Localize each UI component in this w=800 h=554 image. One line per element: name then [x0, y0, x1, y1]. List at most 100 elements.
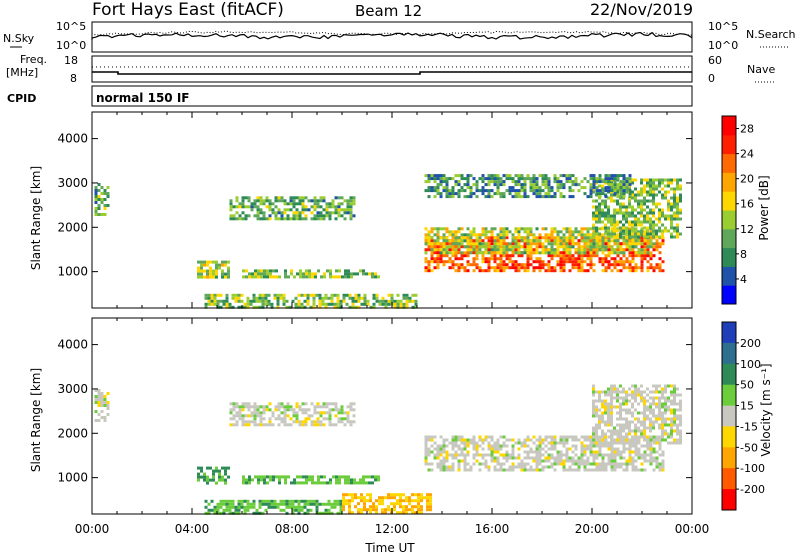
range-time-cell [237, 502, 241, 506]
range-time-cell [231, 505, 235, 509]
range-time-cell [535, 462, 539, 466]
range-time-cell [613, 199, 616, 203]
range-time-cell [628, 232, 631, 236]
range-time-cell [478, 242, 482, 246]
range-time-cell [589, 192, 593, 196]
range-time-cell [628, 251, 632, 255]
range-time-cell [451, 242, 455, 246]
range-time-cell [261, 296, 265, 300]
range-time-cell [643, 399, 646, 403]
range-time-cell [634, 465, 638, 469]
range-time-cell [679, 420, 682, 424]
range-time-cell [249, 299, 253, 303]
range-time-cell [523, 180, 527, 184]
range-time-cell [538, 456, 542, 460]
range-time-cell [553, 242, 557, 246]
range-time-cell [493, 183, 497, 187]
range-time-cell [676, 205, 679, 209]
range-time-cell [583, 192, 587, 196]
range-time-cell [610, 199, 613, 203]
range-time-cell [377, 475, 380, 479]
range-time-cell [613, 456, 617, 460]
range-time-cell [643, 226, 646, 230]
range-time-cell [634, 235, 637, 239]
range-time-cell [469, 192, 473, 196]
range-time-cell [221, 478, 224, 482]
range-time-cell [619, 390, 622, 394]
range-time-cell [619, 417, 622, 421]
range-time-cell [652, 211, 655, 215]
range-time-cell [346, 199, 350, 203]
range-time-cell [433, 447, 437, 451]
range-time-cell [559, 456, 563, 460]
range-time-cell [661, 411, 664, 415]
range-time-cell [538, 236, 542, 240]
range-time-cell [342, 499, 345, 503]
range-time-cell [646, 248, 650, 252]
range-time-cell [402, 296, 406, 300]
range-time-cell [511, 462, 515, 466]
range-time-cell [526, 435, 530, 439]
range-time-cell [643, 426, 646, 430]
range-time-cell [628, 254, 632, 258]
range-time-cell [565, 227, 569, 231]
range-time-cell [238, 411, 242, 415]
range-time-cell [381, 296, 385, 300]
range-time-cell [619, 411, 622, 415]
range-time-cell [598, 242, 602, 246]
range-time-cell [288, 505, 292, 509]
range-time-cell [598, 462, 602, 466]
range-time-cell [544, 435, 548, 439]
range-time-cell [300, 302, 304, 306]
range-time-cell [448, 465, 452, 469]
range-time-cell [347, 478, 350, 482]
range-time-cell [532, 233, 536, 237]
range-time-cell [306, 299, 310, 303]
range-time-cell [580, 435, 584, 439]
range-time-cell [469, 248, 473, 252]
range-time-cell [221, 275, 224, 279]
range-time-cell [523, 186, 527, 190]
range-time-cell [271, 414, 275, 418]
range-time-cell [499, 447, 503, 451]
range-time-cell [228, 305, 232, 309]
range-time-cell [670, 432, 673, 436]
range-time-cell [231, 511, 235, 515]
range-time-cell [330, 505, 334, 509]
range-time-cell [619, 174, 623, 178]
range-time-cell [300, 293, 304, 297]
range-time-cell [357, 508, 360, 512]
range-time-cell [387, 496, 390, 500]
range-time-cell [215, 275, 218, 279]
range-time-cell [405, 505, 408, 509]
range-time-cell [610, 387, 613, 391]
range-time-cell [625, 465, 629, 469]
range-time-cell [595, 432, 598, 436]
range-time-cell [622, 217, 625, 221]
range-time-cell [460, 438, 464, 442]
range-time-cell [559, 462, 563, 466]
range-time-cell [221, 475, 224, 479]
range-time-cell [610, 248, 614, 252]
range-time-cell [565, 456, 569, 460]
range-time-cell [625, 396, 628, 400]
range-time-cell [592, 441, 595, 445]
range-time-cell [335, 481, 338, 485]
range-time-cell [235, 196, 239, 200]
range-time-cell [282, 302, 286, 306]
range-time-cell [625, 239, 629, 243]
range-time-cell [502, 260, 506, 264]
range-time-cell [343, 208, 347, 212]
range-time-cell [604, 393, 607, 397]
range-time-cell [619, 235, 622, 239]
range-time-cell [658, 235, 661, 239]
range-time-cell [526, 230, 530, 234]
range-time-cell [235, 414, 239, 418]
range-time-cell [583, 468, 587, 472]
range-time-cell [613, 229, 616, 233]
range-time-cell [529, 242, 533, 246]
range-time-cell [637, 387, 640, 391]
range-time-cell [550, 456, 554, 460]
range-time-cell [520, 444, 524, 448]
range-time-cell [676, 426, 679, 430]
